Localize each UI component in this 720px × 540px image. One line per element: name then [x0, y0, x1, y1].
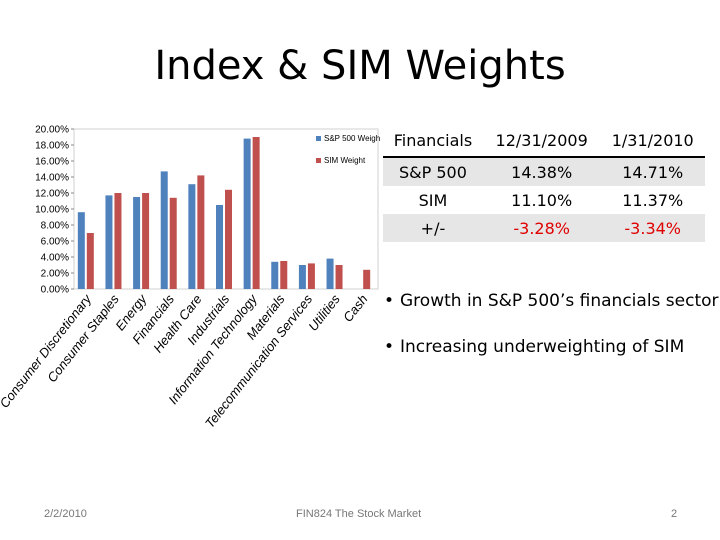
bar-sp500 — [243, 138, 251, 289]
table-header-cell: Financials — [383, 124, 483, 158]
table-row: SIM 11.10% 11.37% — [383, 186, 705, 214]
y-tick-label: 18.00% — [35, 141, 69, 152]
table-cell-negative: -3.28% — [482, 214, 601, 242]
bar-sim — [363, 269, 371, 289]
bar-sim — [169, 197, 177, 289]
table-row: +/- -3.28% -3.34% — [383, 214, 705, 242]
legend-swatch — [316, 136, 321, 141]
y-tick-label: 14.00% — [35, 173, 69, 184]
bar-sim — [335, 265, 343, 289]
y-tick-label: 12.00% — [35, 189, 69, 200]
slide-title: Index & SIM Weights — [154, 43, 566, 89]
table-cell-negative: -3.34% — [600, 214, 705, 242]
bar-sim — [142, 193, 150, 289]
bar-sim — [307, 263, 315, 289]
table-cell: SIM — [418, 190, 448, 210]
bullet-text: Growth in S&P 500’s financials sector — [400, 291, 719, 311]
table-cell: 11.10% — [511, 190, 573, 210]
y-tick-label: 16.00% — [35, 157, 69, 168]
x-tick-label: Cash — [340, 292, 371, 325]
bar-sp500 — [271, 261, 279, 289]
bar-chart: 0.00% 2.00% 4.00% 6.00% 8.00% 10.00% 12.00% 14.… — [0, 125, 380, 431]
table-cell: 14.38% — [482, 157, 601, 186]
table-row: S&P 500 14.38% 14.71% — [383, 157, 705, 186]
footer-date: 2/2/2010 — [44, 508, 87, 520]
bullet-text: Increasing underweighting of SIM — [400, 337, 685, 357]
y-tick-label: 20.00% — [35, 125, 69, 136]
table-cell: S&P 500 — [383, 157, 483, 186]
bar-sp500 — [160, 171, 168, 289]
bar-sp500 — [298, 265, 306, 289]
bar-sim — [225, 189, 232, 289]
bar-sp500 — [216, 205, 223, 289]
y-tick-label: 4.00% — [41, 253, 69, 264]
table-header-cell: 1/31/2010 — [600, 124, 705, 158]
bar-sp500 — [133, 197, 141, 289]
y-tick-label: 8.00% — [41, 221, 69, 232]
table-header-cell: 12/31/2009 — [482, 124, 601, 158]
bar-sim — [197, 175, 205, 289]
bar-sp500 — [105, 195, 113, 289]
footer-title: FIN824 The Stock Market — [296, 508, 422, 520]
bar-sp500 — [77, 212, 85, 289]
bullet-dot-icon: • — [384, 291, 395, 311]
bar-sp500 — [326, 258, 334, 289]
bar-sp500 — [188, 184, 196, 289]
bullet-item: • Growth in S&P 500’s financials sector — [384, 288, 720, 314]
table-header-row: Financials 12/31/2009 1/31/2010 — [383, 124, 705, 158]
bar-sim — [252, 137, 260, 289]
bullet-item: • Increasing underweighting of SIM — [384, 334, 720, 360]
y-tick-label: 0.00% — [41, 285, 69, 296]
y-tick-label: 10.00% — [35, 205, 69, 216]
table-cell: 11.37% — [622, 190, 684, 210]
bullet-list: • Growth in S&P 500’s financials sector •… — [384, 288, 720, 380]
y-tick-label: 6.00% — [41, 237, 69, 248]
bar-sim — [280, 261, 288, 289]
financials-table: Financials 12/31/2009 1/31/2010 S&P 500 … — [383, 124, 705, 242]
y-tick-label: 2.00% — [41, 269, 69, 280]
bar-sim — [86, 233, 94, 289]
bullet-dot-icon: • — [384, 337, 395, 357]
legend-swatch — [316, 158, 321, 163]
legend-label: SIM Weight — [324, 156, 366, 165]
table-cell: 14.71% — [600, 157, 705, 186]
page-number: 2 — [671, 508, 678, 520]
table-cell: +/- — [383, 214, 483, 242]
legend-label: S&P 500 Weigh — [324, 134, 380, 143]
bar-sim — [114, 193, 122, 289]
